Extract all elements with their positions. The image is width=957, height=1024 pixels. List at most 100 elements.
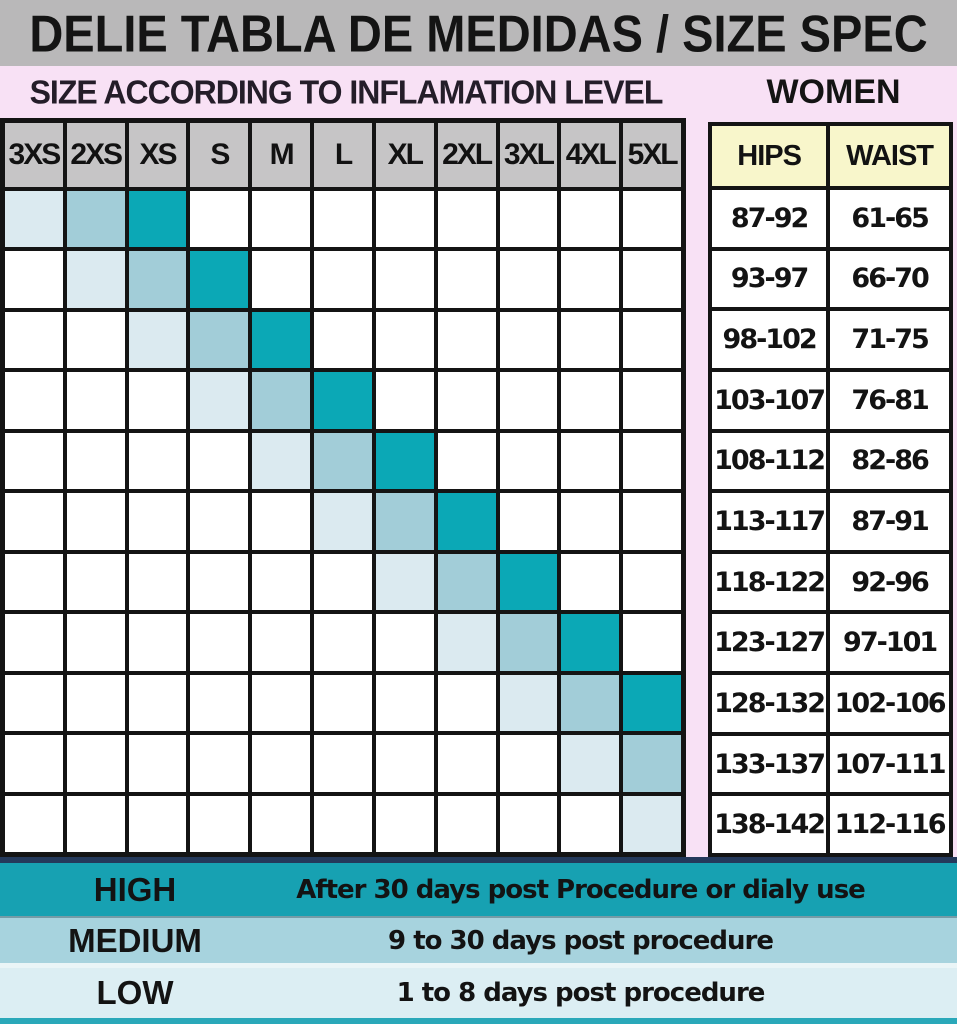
measurements-table: HIPS WAIST 87-92 61-65 93-97 66-70 98-102 71-75… [708,122,953,857]
size-col-header-3xl: 3XL [499,123,558,187]
waist-range-cell: 107-111 [830,735,949,793]
waist-range-cell: 82-86 [830,432,949,490]
inflammation-cell-low [561,735,620,792]
empty-cell [314,191,372,248]
inflammation-cell-high [128,191,187,248]
inflammation-cell-medium [499,614,558,671]
empty-cell [375,614,434,671]
empty-cell [623,191,681,248]
empty-cell [190,553,249,611]
inflammation-cell-low [375,553,434,611]
subheader-strip: SIZE ACCORDING TO INFLAMATION LEVEL WOME… [0,66,957,118]
empty-cell [375,674,434,732]
empty-cell [437,251,496,308]
waist-range-cell: 66-70 [830,250,949,308]
empty-cell [190,795,249,852]
empty-cell [5,614,63,671]
hips-range-cell: 87-92 [712,190,827,247]
inflammation-cell-low [499,674,558,732]
empty-cell [499,493,558,550]
empty-cell [66,795,125,852]
empty-cell [128,795,187,852]
hips-range-cell: 113-117 [712,493,827,550]
empty-cell [623,311,681,369]
inflammation-level-heading: SIZE ACCORDING TO INFLAMATION LEVEL [29,72,664,111]
legend-row-low: LOW 1 to 8 days post procedure [0,968,957,1018]
empty-cell [375,191,434,248]
legend-level-label: MEDIUM [68,921,202,959]
hips-range-cell: 133-137 [712,735,827,793]
legend-level-label: HIGH [93,870,177,908]
empty-cell [314,795,372,852]
inflammation-cell-high [499,553,558,611]
empty-cell [499,432,558,490]
empty-cell [190,191,249,248]
measure-col-header-hips: HIPS [712,126,827,186]
empty-cell [252,674,311,732]
size-col-header-2xl: 2XL [437,123,496,187]
legend-top-divider [0,857,957,863]
empty-cell [561,311,620,369]
size-col-header-xs: XS [128,123,187,187]
empty-cell [561,493,620,550]
bottom-accent-strip [0,1018,957,1024]
empty-cell [5,735,63,792]
page-title: DELIE TABLA DE MEDIDAS / SIZE SPEC [29,3,928,63]
empty-cell [190,674,249,732]
legend-row-gap [0,963,957,968]
empty-cell [375,311,434,369]
empty-cell [375,735,434,792]
empty-cell [66,493,125,550]
size-grid: 3XS 2XS XS S M L XL 2XL 3XL 4XL 5XL [0,118,686,857]
empty-cell [66,735,125,792]
empty-cell [5,432,63,490]
empty-cell [314,311,372,369]
inflammation-legend: HIGH After 30 days post Procedure or dial… [0,857,957,1024]
inflammation-cell-low [314,493,372,550]
empty-cell [252,251,311,308]
size-col-header-5xl: 5XL [623,123,681,187]
empty-cell [499,191,558,248]
hips-range-cell: 123-127 [712,614,827,672]
empty-cell [190,493,249,550]
measure-col-header-waist: WAIST [830,126,949,186]
empty-cell [437,795,496,852]
empty-cell [499,372,558,429]
size-col-header-s: S [190,123,249,187]
size-col-header-l: L [314,123,372,187]
empty-cell [623,372,681,429]
waist-range-cell: 87-91 [830,493,949,550]
size-col-header-m: M [252,123,311,187]
hips-range-cell: 98-102 [712,311,827,368]
empty-cell [5,553,63,611]
inflammation-cell-low [5,191,63,248]
waist-range-cell: 92-96 [830,553,949,611]
hips-range-cell: 103-107 [712,371,827,429]
hips-range-cell: 138-142 [712,796,827,853]
legend-row-high: HIGH After 30 days post Procedure or dial… [0,863,957,916]
empty-cell [252,191,311,248]
empty-cell [5,493,63,550]
empty-cell [128,674,187,732]
hips-range-cell: 118-122 [712,553,827,611]
legend-rows: HIGH After 30 days post Procedure or dial… [0,863,957,1018]
empty-cell [5,311,63,369]
hips-range-cell: 93-97 [712,250,827,308]
waist-range-cell: 112-116 [830,796,949,853]
waist-range-cell: 102-106 [830,675,949,732]
size-col-header-xl: XL [375,123,434,187]
empty-cell [623,432,681,490]
inflammation-cell-high [314,372,372,429]
empty-cell [623,614,681,671]
empty-cell [128,614,187,671]
inflammation-cell-medium [437,553,496,611]
empty-cell [561,795,620,852]
inflammation-cell-low [128,311,187,369]
empty-cell [252,795,311,852]
empty-cell [314,674,372,732]
empty-cell [66,311,125,369]
empty-cell [252,614,311,671]
size-col-header-2xs: 2XS [66,123,125,187]
empty-cell [623,493,681,550]
